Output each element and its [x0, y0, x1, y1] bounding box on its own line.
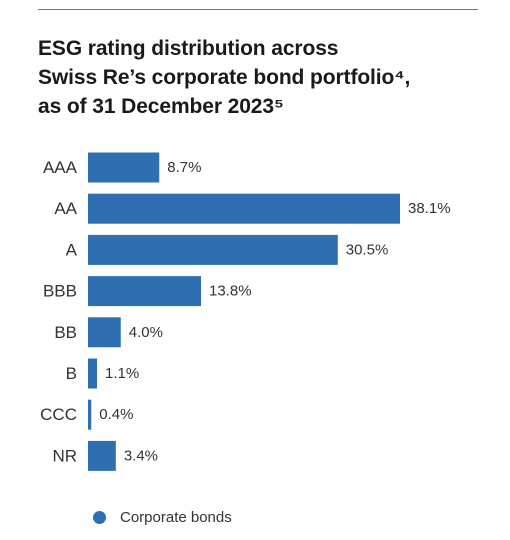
chart-title: ESG rating distribution across Swiss Re’…: [38, 34, 478, 121]
bar: [88, 193, 400, 224]
category-label: NR: [52, 446, 77, 465]
bar: [88, 234, 338, 265]
value-label: 0.4%: [99, 406, 133, 423]
bar-chart: AAA 8.7% AA 38.1% A 30.5% BBB 13.8% BB 4.0% B 1.1% C…: [40, 152, 451, 471]
category-label: A: [66, 240, 78, 259]
value-label: 38.1%: [408, 200, 451, 217]
legend-label: Corporate bonds: [120, 508, 232, 526]
legend-swatch: [93, 510, 106, 524]
bar: [88, 440, 116, 471]
category-label: BBB: [43, 282, 77, 301]
category-label: BB: [54, 323, 77, 342]
value-label: 4.0%: [129, 324, 163, 341]
chart-title-line-2: Swiss Re’s corporate bond portfolio⁴,: [38, 66, 411, 89]
value-label: 1.1%: [105, 365, 139, 382]
bar: [88, 317, 121, 348]
value-label: 3.4%: [124, 447, 158, 464]
top-divider: [38, 9, 478, 10]
chart-title-line-1: ESG rating distribution across: [38, 37, 339, 60]
category-label: B: [66, 364, 77, 383]
value-label: 13.8%: [209, 283, 252, 300]
value-label: 30.5%: [346, 241, 389, 258]
bar: [88, 358, 98, 389]
value-label: 8.7%: [167, 159, 201, 176]
chart-legend: Corporate bonds: [93, 507, 232, 527]
chart-title-line-3: as of 31 December 2023⁵: [38, 95, 284, 118]
bar: [88, 276, 202, 307]
bar: [88, 152, 160, 183]
category-label: AAA: [43, 158, 78, 177]
category-label: CCC: [40, 405, 77, 424]
bar: [88, 399, 92, 430]
category-label: AA: [54, 199, 77, 218]
